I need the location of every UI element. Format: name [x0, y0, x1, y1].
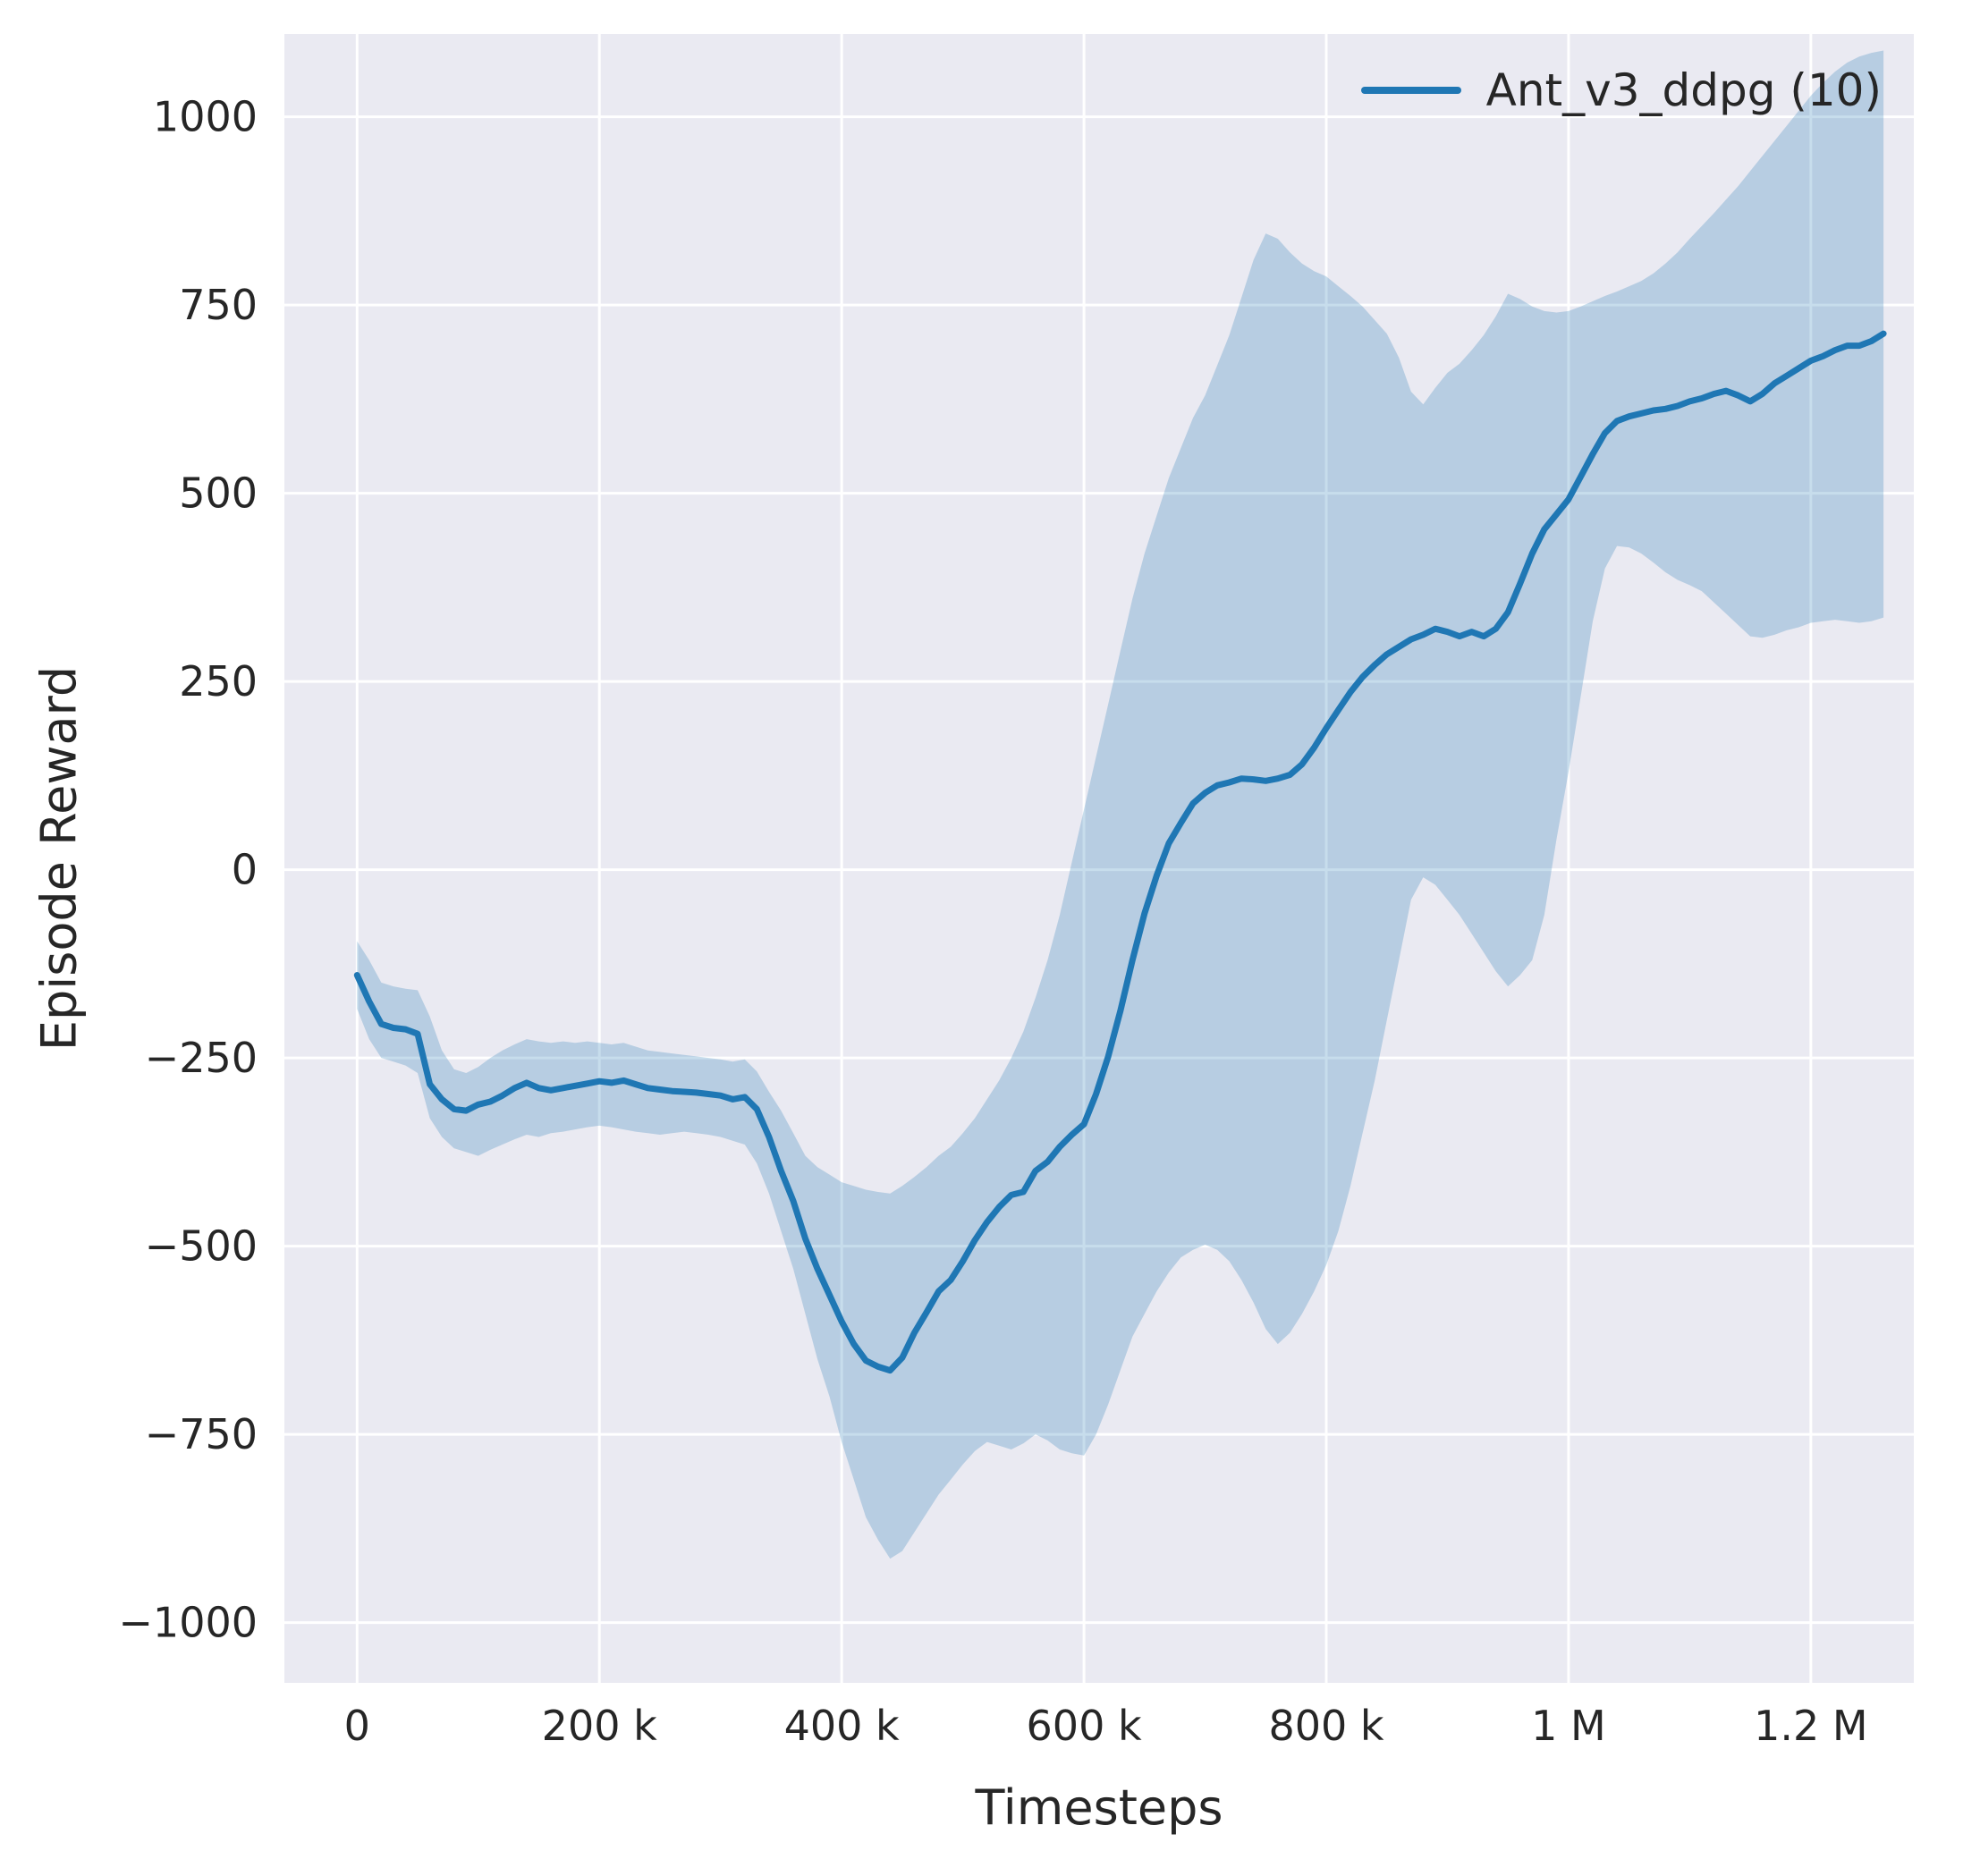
y-tick-label: 0 — [232, 846, 258, 894]
y-tick-label: 1000 — [153, 93, 258, 141]
x-tick-label: 800 k — [1268, 1702, 1383, 1750]
legend-line-swatch — [1360, 87, 1461, 94]
y-tick-label: 750 — [179, 281, 258, 329]
y-tick-label: −500 — [145, 1222, 258, 1271]
legend-series-label: Ant_v3_ddpg (10) — [1485, 64, 1882, 116]
x-tick-label: 1.2 M — [1754, 1702, 1867, 1750]
x-tick-label: 0 — [344, 1702, 370, 1750]
x-tick-label: 600 k — [1027, 1702, 1142, 1750]
x-axis-label: Timesteps — [975, 1779, 1223, 1836]
legend: Ant_v3_ddpg (10) — [1360, 64, 1882, 116]
mean-reward-line — [353, 330, 1887, 1374]
y-tick-label: −1000 — [118, 1599, 258, 1647]
y-tick-label: 250 — [179, 657, 258, 706]
x-tick-label: 200 k — [542, 1702, 657, 1750]
y-tick-label: −250 — [145, 1034, 258, 1082]
y-tick-label: 500 — [179, 469, 258, 518]
x-tick-label: 1 M — [1531, 1702, 1606, 1750]
y-axis-label: Episode Reward — [30, 665, 88, 1052]
x-tick-label: 400 k — [784, 1702, 900, 1750]
y-tick-label: −750 — [145, 1410, 258, 1458]
plot-area — [284, 34, 1914, 1683]
confidence-band — [357, 50, 1884, 1559]
